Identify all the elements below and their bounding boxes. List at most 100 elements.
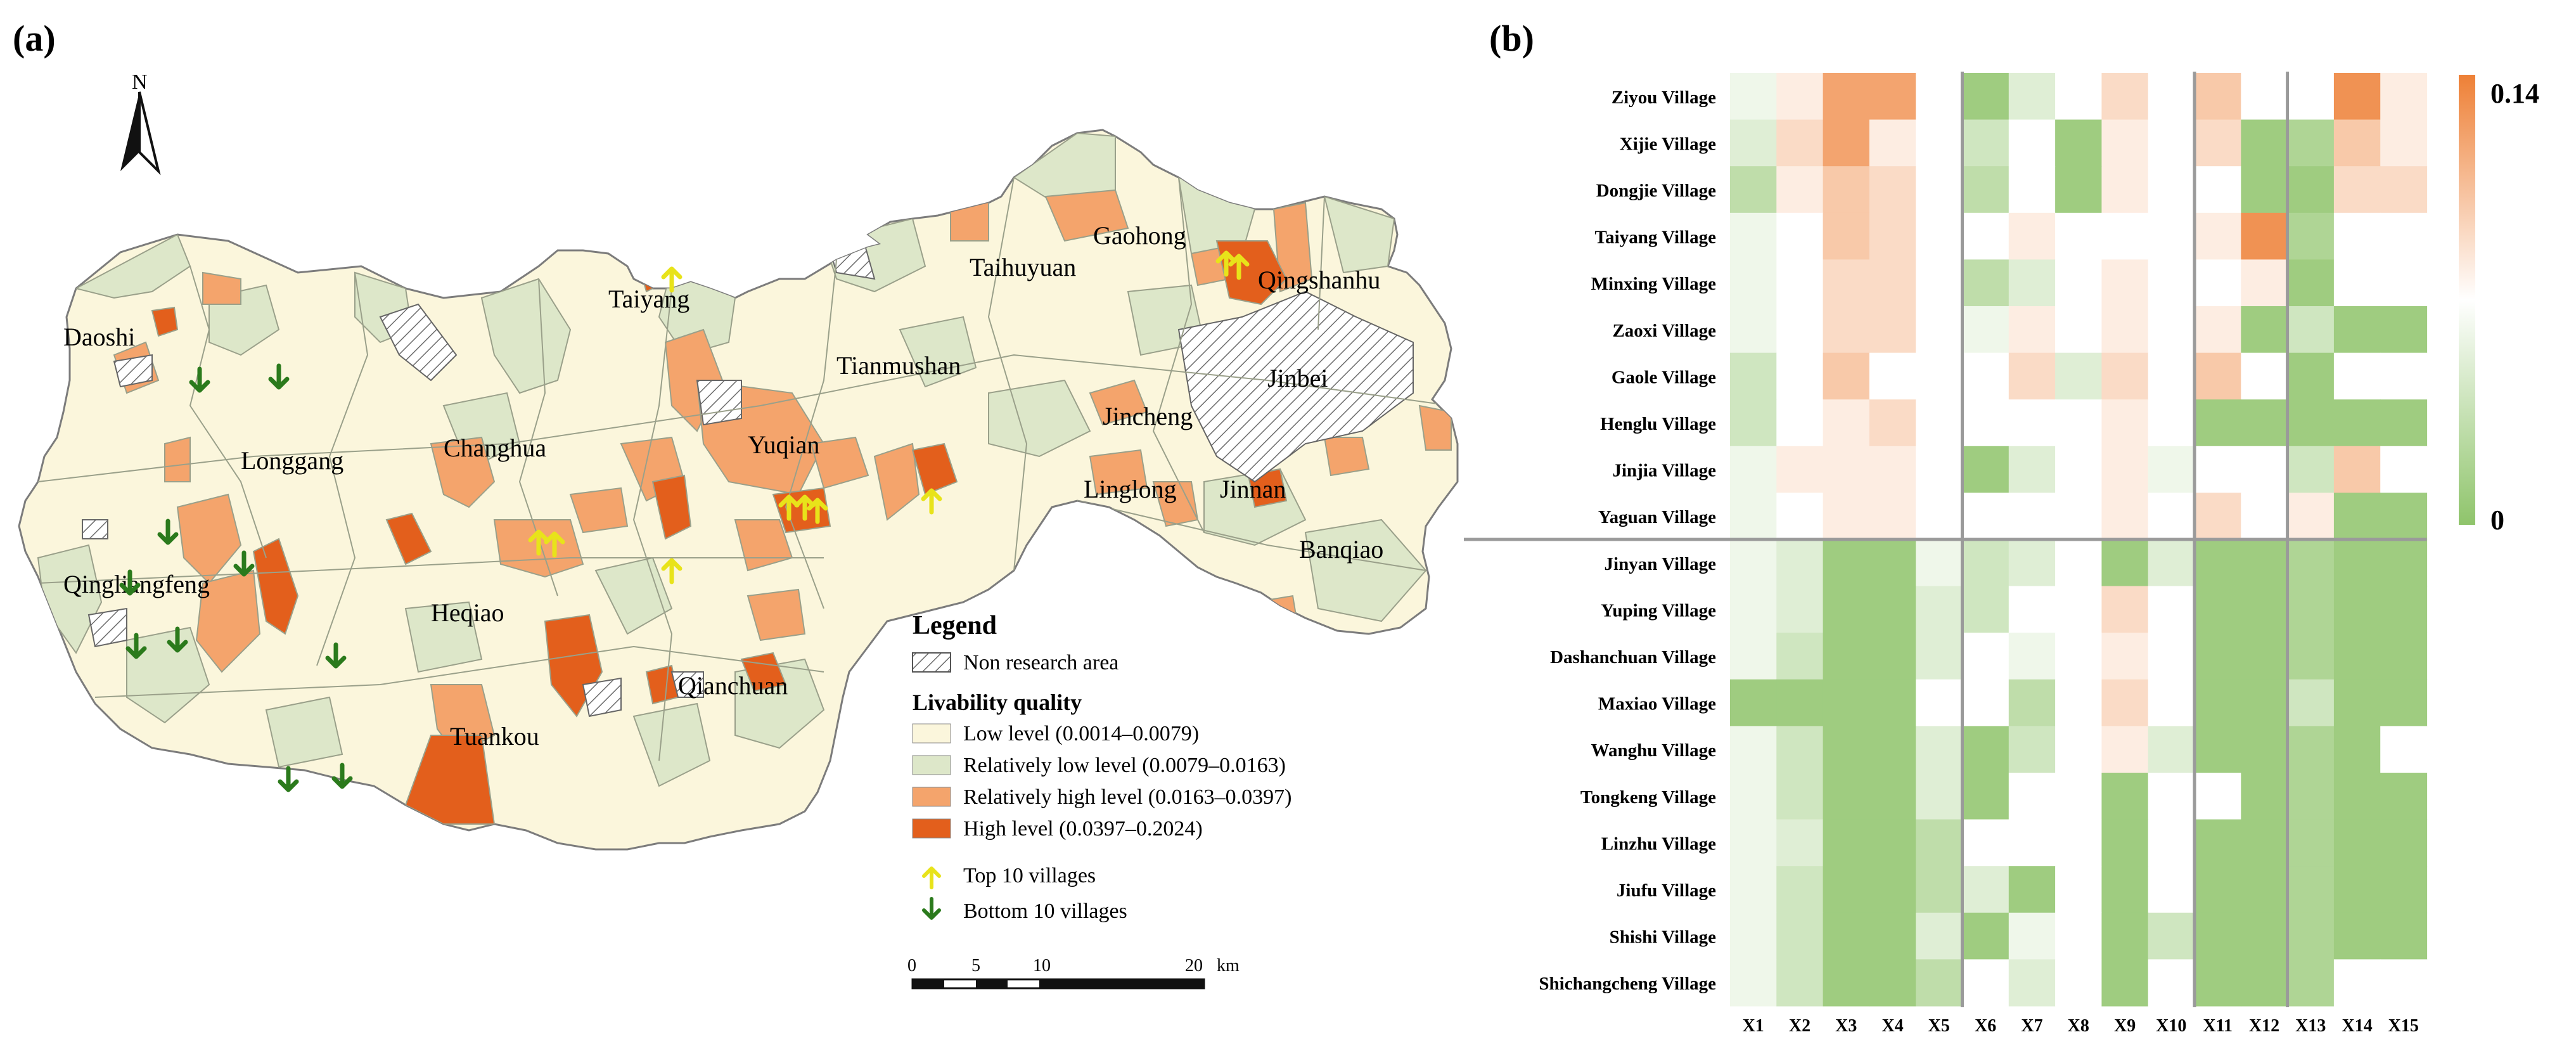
heatmap-cell xyxy=(2148,306,2195,354)
heatmap-cell xyxy=(1869,679,1916,726)
heatmap-cell xyxy=(1869,866,1916,913)
heatmap-cell xyxy=(1823,773,1870,820)
heatmap-cell xyxy=(2195,959,2241,1007)
legend-swatch-low xyxy=(912,723,951,744)
heatmap-cell xyxy=(1823,259,1870,307)
heatmap-cell xyxy=(1869,119,1916,167)
place-label: Jincheng xyxy=(1103,402,1193,430)
heatmap-cell xyxy=(1916,633,1963,680)
legend-bottom10-label: Bottom 10 villages xyxy=(963,899,1127,923)
heatmap-cell xyxy=(2195,633,2241,680)
heatmap-cell xyxy=(1916,352,1963,400)
heatmap-cell xyxy=(2055,446,2102,493)
heatmap-cell xyxy=(2287,446,2335,493)
heatmap-cell xyxy=(2055,679,2102,726)
heatmap-cell xyxy=(2380,73,2428,120)
heatmap-cell xyxy=(1916,166,1963,214)
heatmap-cell xyxy=(1730,959,1777,1007)
heatmap-cell xyxy=(2287,866,2335,913)
heatmap-cell xyxy=(2380,679,2428,726)
heatmap-cell xyxy=(2287,399,2335,447)
heatmap-cell xyxy=(2333,539,2381,587)
bottom-village-marker xyxy=(233,550,255,577)
heatmap-cell xyxy=(1962,493,2009,540)
heatmap-cell xyxy=(2287,119,2335,167)
heatmap-cell xyxy=(2241,166,2288,214)
heatmap-cell xyxy=(2101,259,2149,307)
heatmap-cell xyxy=(1962,679,2009,726)
heatmap-cell xyxy=(1869,493,1916,540)
bottom-village-marker xyxy=(157,519,179,545)
bottom-village-marker xyxy=(268,363,290,390)
heatmap-cell xyxy=(1730,306,1777,354)
heatmap-cell xyxy=(1916,679,1963,726)
heatmap-cell xyxy=(2055,212,2102,260)
heatmap-row-label: Yaguan Village xyxy=(1598,507,1716,527)
heatmap-cell xyxy=(2333,212,2381,260)
heatmap-cell xyxy=(1730,399,1777,447)
heatmap-cell xyxy=(2195,73,2241,120)
heatmap-cell xyxy=(1916,539,1963,587)
heatmap-cell xyxy=(1916,212,1963,260)
place-label: Jinnan xyxy=(1220,475,1286,503)
heatmap-row-label: Taiyang Village xyxy=(1594,228,1716,248)
heatmap-cell xyxy=(2241,259,2288,307)
heatmap-cell xyxy=(2287,352,2335,400)
heatmap-cell xyxy=(1916,119,1963,167)
heatmap-cell xyxy=(2195,259,2241,307)
heatmap-cell xyxy=(2055,959,2102,1007)
heatmap-cell xyxy=(2148,633,2195,680)
heatmap-row-label: Dongjie Village xyxy=(1596,181,1716,201)
heatmap-cell xyxy=(2101,959,2149,1007)
heatmap-cell xyxy=(2008,73,2056,120)
legend-top10-icon xyxy=(922,867,941,889)
heatmap-cell xyxy=(2148,726,2195,773)
heatmap-cell xyxy=(1776,959,1824,1007)
heatmap-cell xyxy=(2241,959,2288,1007)
heatmap-column-label: X6 xyxy=(1975,1016,1996,1036)
heatmap-cell xyxy=(2101,73,2149,120)
heatmap-cell xyxy=(1823,446,1870,493)
place-labels: Daoshi Longgang Changhua Taiyang Yuqian … xyxy=(63,221,1383,751)
scale-tick-label: 0 xyxy=(907,956,916,976)
heatmap-cell xyxy=(2380,912,2428,960)
legend-swatch-relatively-high xyxy=(912,787,951,807)
legend-non-research-label: Non research area xyxy=(963,651,1118,674)
heatmap-cell xyxy=(1916,586,1963,633)
heatmap-cell xyxy=(2101,679,2149,726)
heatmap-cell xyxy=(2055,633,2102,680)
heatmap-cell xyxy=(2241,539,2288,587)
heatmap-cell xyxy=(2148,539,2195,587)
place-label: Qingshanhu xyxy=(1258,266,1380,294)
heatmap-cell xyxy=(2380,212,2428,260)
bottom-village-marker xyxy=(119,569,141,596)
colorbar-max-label: 0.14 xyxy=(2490,78,2539,109)
scale-unit-label: km xyxy=(1217,956,1240,976)
bottom-village-marker xyxy=(331,763,353,789)
heatmap-cell xyxy=(2195,586,2241,633)
bottom-village-marker xyxy=(278,766,299,792)
heatmap-cell xyxy=(1730,73,1777,120)
heatmap-cell xyxy=(2148,259,2195,307)
heatmap-cell xyxy=(2195,539,2241,587)
place-label: Tianmushan xyxy=(836,351,961,380)
heatmap-cell xyxy=(2287,959,2335,1007)
heatmap-row-label: Xijie Village xyxy=(1620,134,1716,154)
heatmap-cell xyxy=(2241,306,2288,354)
panel-b-label: (b) xyxy=(1489,18,1534,59)
heatmap-cell xyxy=(2148,912,2195,960)
heatmap-cell xyxy=(2008,633,2056,680)
heatmap-cell xyxy=(2055,586,2102,633)
heatmap-cell xyxy=(2333,259,2381,307)
place-label: Linglong xyxy=(1084,475,1177,503)
heatmap: Ziyou Village Xijie Village Dongjie Villag… xyxy=(1464,72,2428,1036)
heatmap-cell xyxy=(2148,866,2195,913)
heatmap-row-label: Gaole Village xyxy=(1612,367,1716,387)
heatmap-cell xyxy=(1962,212,2009,260)
heatmap-cell xyxy=(1869,726,1916,773)
heatmap-cell xyxy=(2055,73,2102,120)
colorbar-min-label: 0 xyxy=(2490,505,2504,536)
heatmap-cell xyxy=(2195,773,2241,820)
heatmap-cell xyxy=(2195,493,2241,540)
heatmap-column-label: X13 xyxy=(2295,1016,2326,1036)
